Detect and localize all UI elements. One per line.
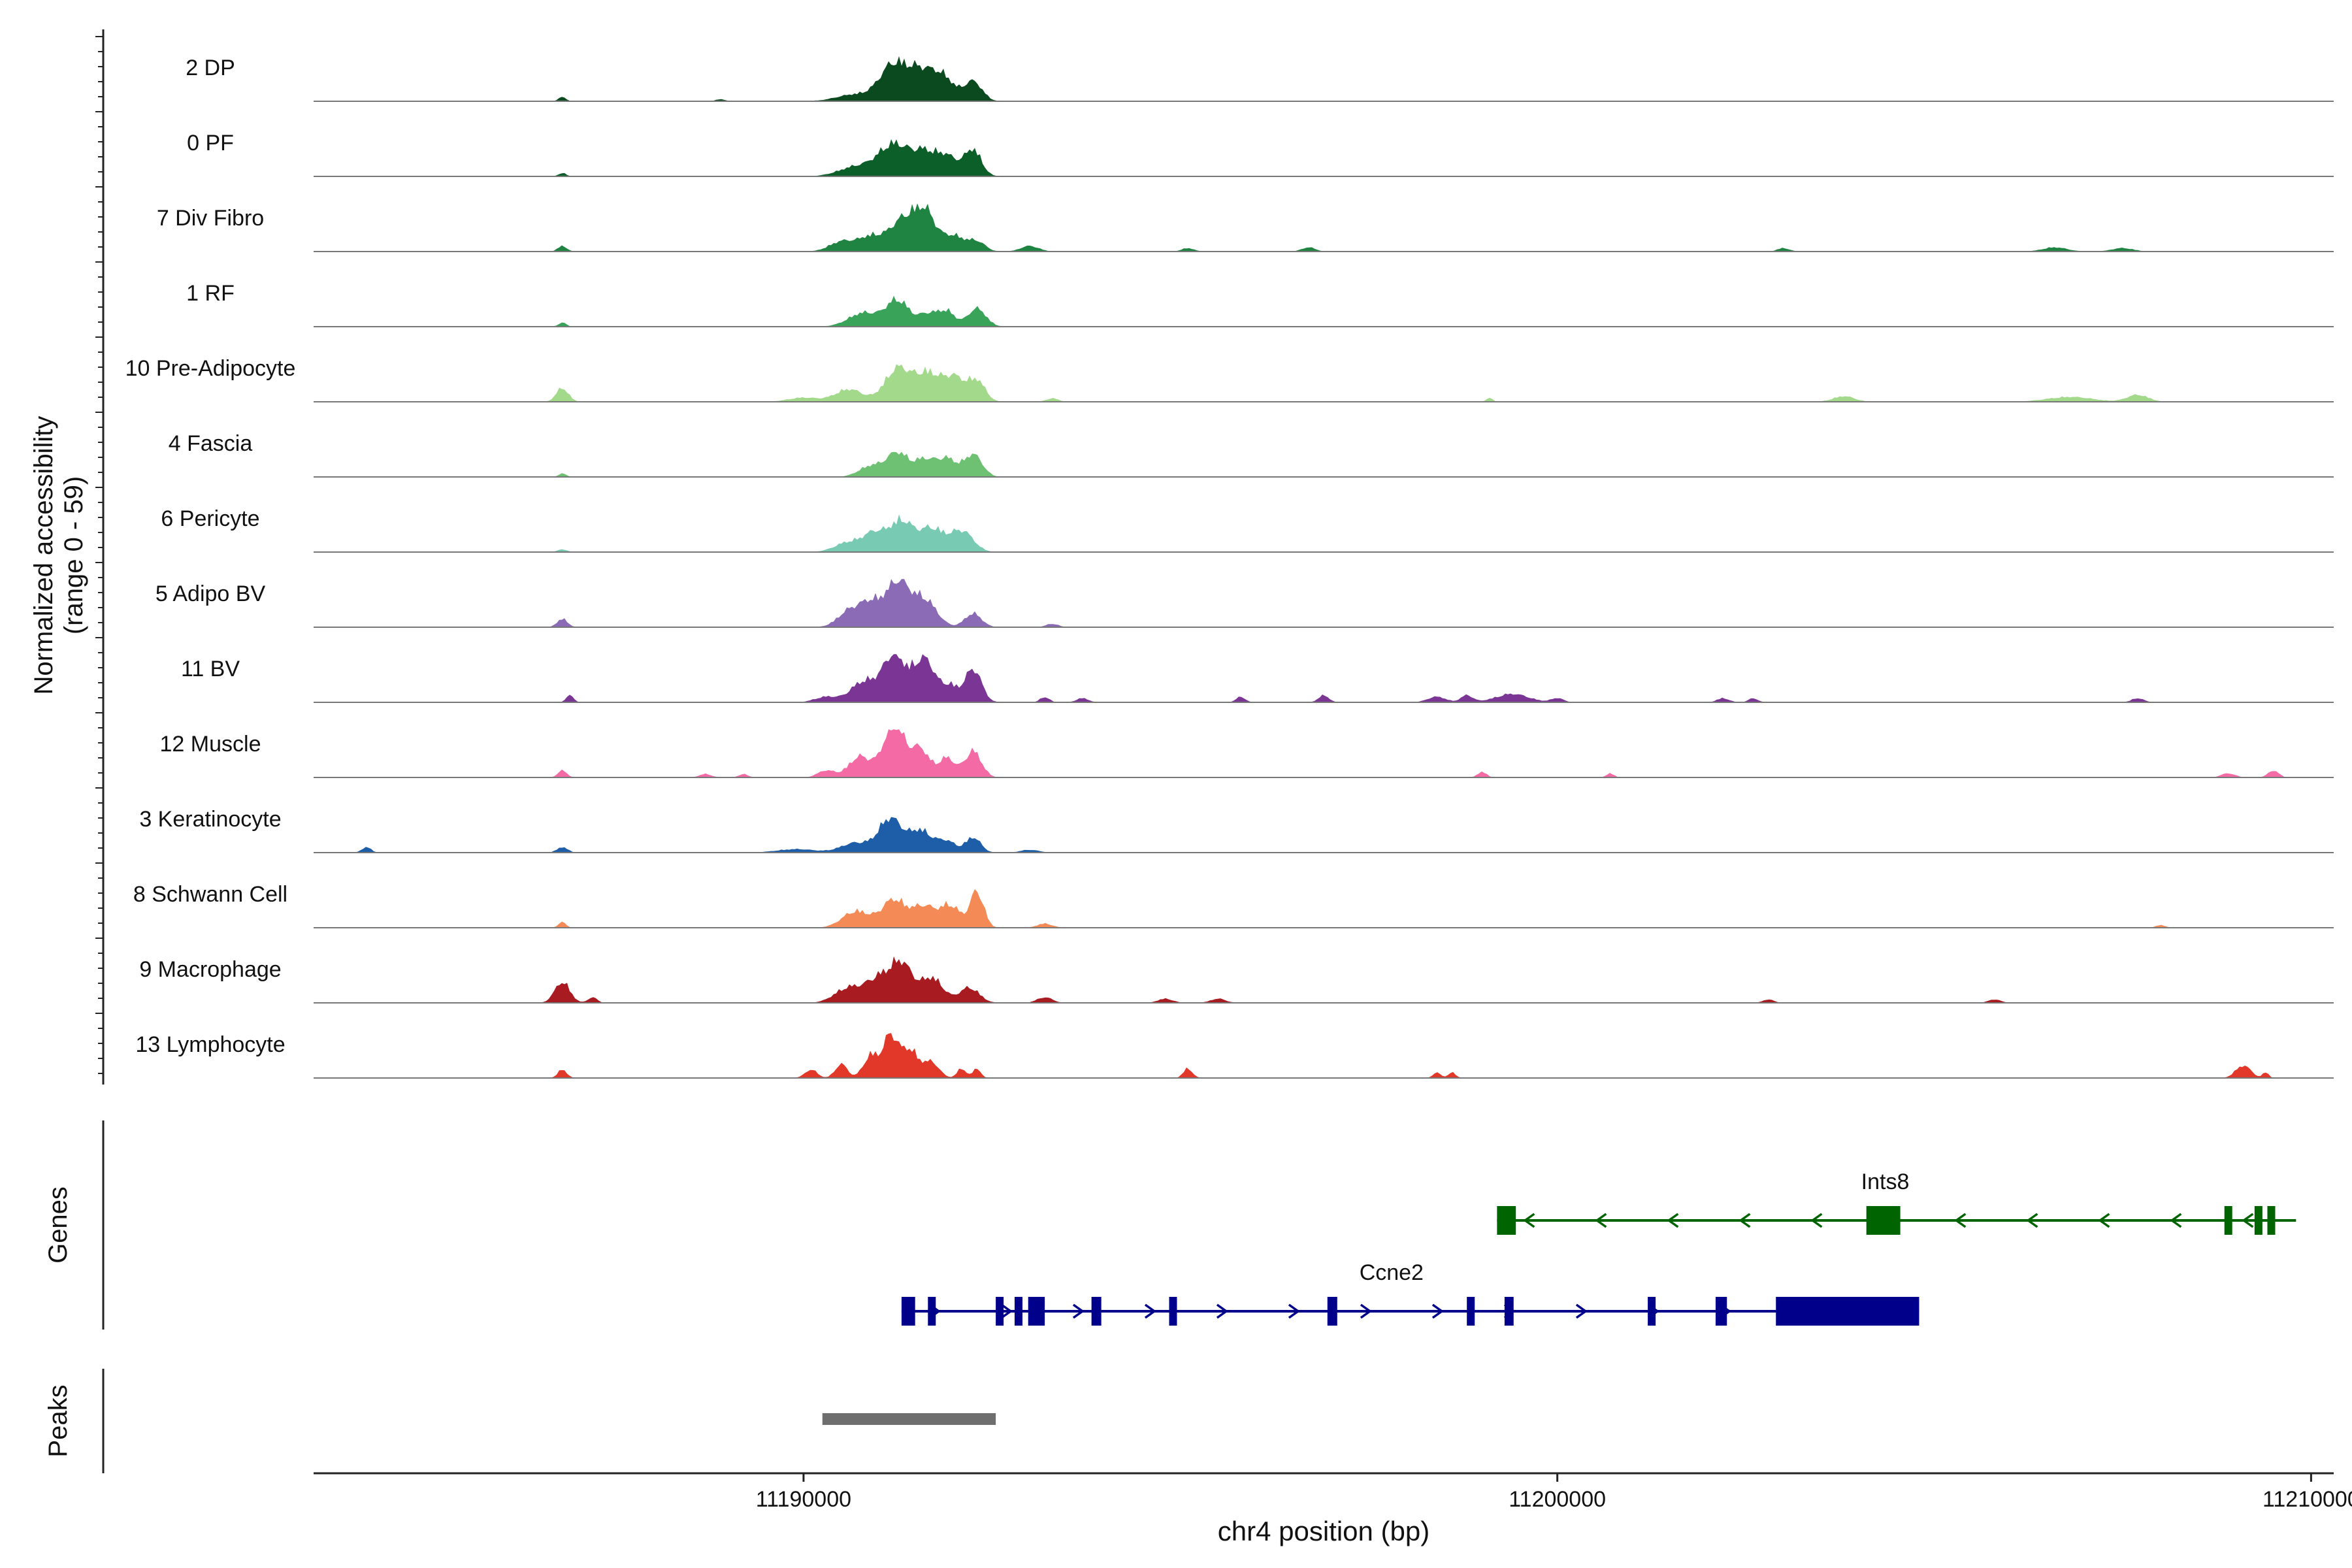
strand-arrow <box>1360 1303 1372 1319</box>
exon <box>928 1297 936 1326</box>
track: 9 Macrophage <box>139 956 2334 1004</box>
track: 1 RF <box>186 281 2334 327</box>
track: 10 Pre-Adipocyte <box>125 356 2334 402</box>
exon <box>1014 1297 1022 1326</box>
strand-arrow <box>1523 1213 1535 1228</box>
exon <box>1091 1297 1102 1326</box>
strand-arrow <box>1739 1213 1751 1228</box>
coverage-area <box>314 514 2334 552</box>
exon <box>1169 1297 1177 1326</box>
strand-arrow <box>1667 1213 1679 1228</box>
peaks-panel-label: Peaks <box>44 1384 73 1457</box>
strand-arrow <box>1000 1303 1013 1319</box>
strand-arrow <box>1288 1303 1300 1319</box>
track-label: 11 BV <box>181 657 240 681</box>
x-tick-label: 11200000 <box>1509 1487 1606 1512</box>
exon <box>1648 1297 1656 1326</box>
y-axis-title-line1: Normalized accessibility <box>29 416 58 695</box>
y-axis-title-line2: (range 0 - 59) <box>59 476 88 634</box>
exon <box>1504 1297 1514 1326</box>
track: 3 Keratinocyte <box>139 807 2334 853</box>
track-label: 0 PF <box>187 131 234 155</box>
track-label: 12 Muscle <box>160 732 261 757</box>
exon <box>1715 1297 1727 1326</box>
track-label: 8 Schwann Cell <box>133 882 287 907</box>
exon <box>2254 1206 2262 1235</box>
exon <box>901 1297 915 1326</box>
peak-regions <box>822 1413 996 1425</box>
gene-ints8: Ints8 <box>1497 1169 2296 1235</box>
track-label: 1 RF <box>186 281 235 306</box>
coverage-area <box>314 889 2334 928</box>
coverage-area <box>314 295 2334 327</box>
coverage-area <box>314 1033 2334 1078</box>
exon <box>2267 1206 2276 1235</box>
x-tick-label: 11190000 <box>756 1487 851 1512</box>
strand-arrow <box>1431 1303 1444 1319</box>
track: 5 Adipo BV <box>155 579 2334 628</box>
track-label: 5 Adipo BV <box>155 581 266 606</box>
x-axis-ticks: 11190000 11200000 11210000 <box>756 1473 2352 1512</box>
coverage-area <box>314 364 2334 402</box>
strand-arrow <box>2170 1213 2182 1228</box>
track: 11 BV <box>181 654 2334 703</box>
strand-arrow <box>1595 1213 1607 1228</box>
exon <box>1028 1297 1045 1326</box>
track: 12 Muscle <box>160 729 2334 778</box>
coverage-area <box>314 817 2334 853</box>
coverage-area <box>314 729 2334 777</box>
strand-arrow <box>1144 1303 1156 1319</box>
track-label: 2 DP <box>186 56 235 80</box>
track-label: 10 Pre-Adipocyte <box>125 356 296 381</box>
peak-bar <box>822 1413 996 1425</box>
exon <box>2224 1206 2232 1235</box>
strand-arrow <box>1216 1303 1228 1319</box>
coverage-area <box>314 203 2334 252</box>
gene-label: Ints8 <box>1861 1169 1910 1194</box>
y-axis-title: Normalized accessibility (range 0 - 59) <box>29 416 88 695</box>
genes-panel-label: Genes <box>44 1186 73 1264</box>
track: 13 Lymphocyte <box>135 1032 2334 1079</box>
exon <box>1776 1297 1919 1326</box>
gene-ccne2: Ccne2 <box>901 1260 1919 1326</box>
coverage-y-axis-ticks <box>95 36 103 1074</box>
coverage-area <box>314 451 2334 477</box>
exon <box>1497 1206 1516 1235</box>
strand-arrow <box>1810 1213 1823 1228</box>
coverage-tracks: 2 DP 0 PF 7 Div Fibro 1 RF 10 Pre-Adipocyte 4… <box>125 56 2334 1079</box>
track-label: 9 Macrophage <box>139 957 281 982</box>
track: 0 PF <box>187 131 2334 177</box>
track: 8 Schwann Cell <box>133 882 2334 928</box>
track-label: 4 Fascia <box>169 431 253 456</box>
coverage-area <box>314 956 2334 1003</box>
track: 6 Pericyte <box>161 506 2334 553</box>
coverage-area <box>314 579 2334 627</box>
strand-arrow <box>1575 1303 1588 1319</box>
strand-arrow <box>2026 1213 2038 1228</box>
exon <box>1467 1297 1475 1326</box>
track-label: 13 Lymphocyte <box>135 1032 285 1057</box>
exon <box>996 1297 1004 1326</box>
track: 2 DP <box>186 56 2334 102</box>
coverage-area <box>314 139 2334 176</box>
strand-arrow <box>2242 1213 2254 1228</box>
track-label: 7 Div Fibro <box>157 206 264 231</box>
track: 4 Fascia <box>169 431 2334 478</box>
exon <box>1866 1206 1901 1235</box>
strand-arrow <box>1072 1303 1085 1319</box>
strand-arrow <box>2098 1213 2110 1228</box>
track: 7 Div Fibro <box>157 203 2334 252</box>
x-axis-title: chr4 position (bp) <box>1218 1516 1430 1546</box>
track-label: 3 Keratinocyte <box>139 807 281 832</box>
gene-label: Ccne2 <box>1360 1260 1424 1285</box>
track-label: 6 Pericyte <box>161 506 259 531</box>
exon <box>1327 1297 1337 1326</box>
gene-annotations: Ints8 Ccne2 <box>901 1169 2296 1326</box>
x-tick-label: 11210000 <box>2262 1487 2352 1512</box>
coverage-area <box>314 654 2334 702</box>
coverage-area <box>314 56 2334 101</box>
strand-arrow <box>1954 1213 1967 1228</box>
